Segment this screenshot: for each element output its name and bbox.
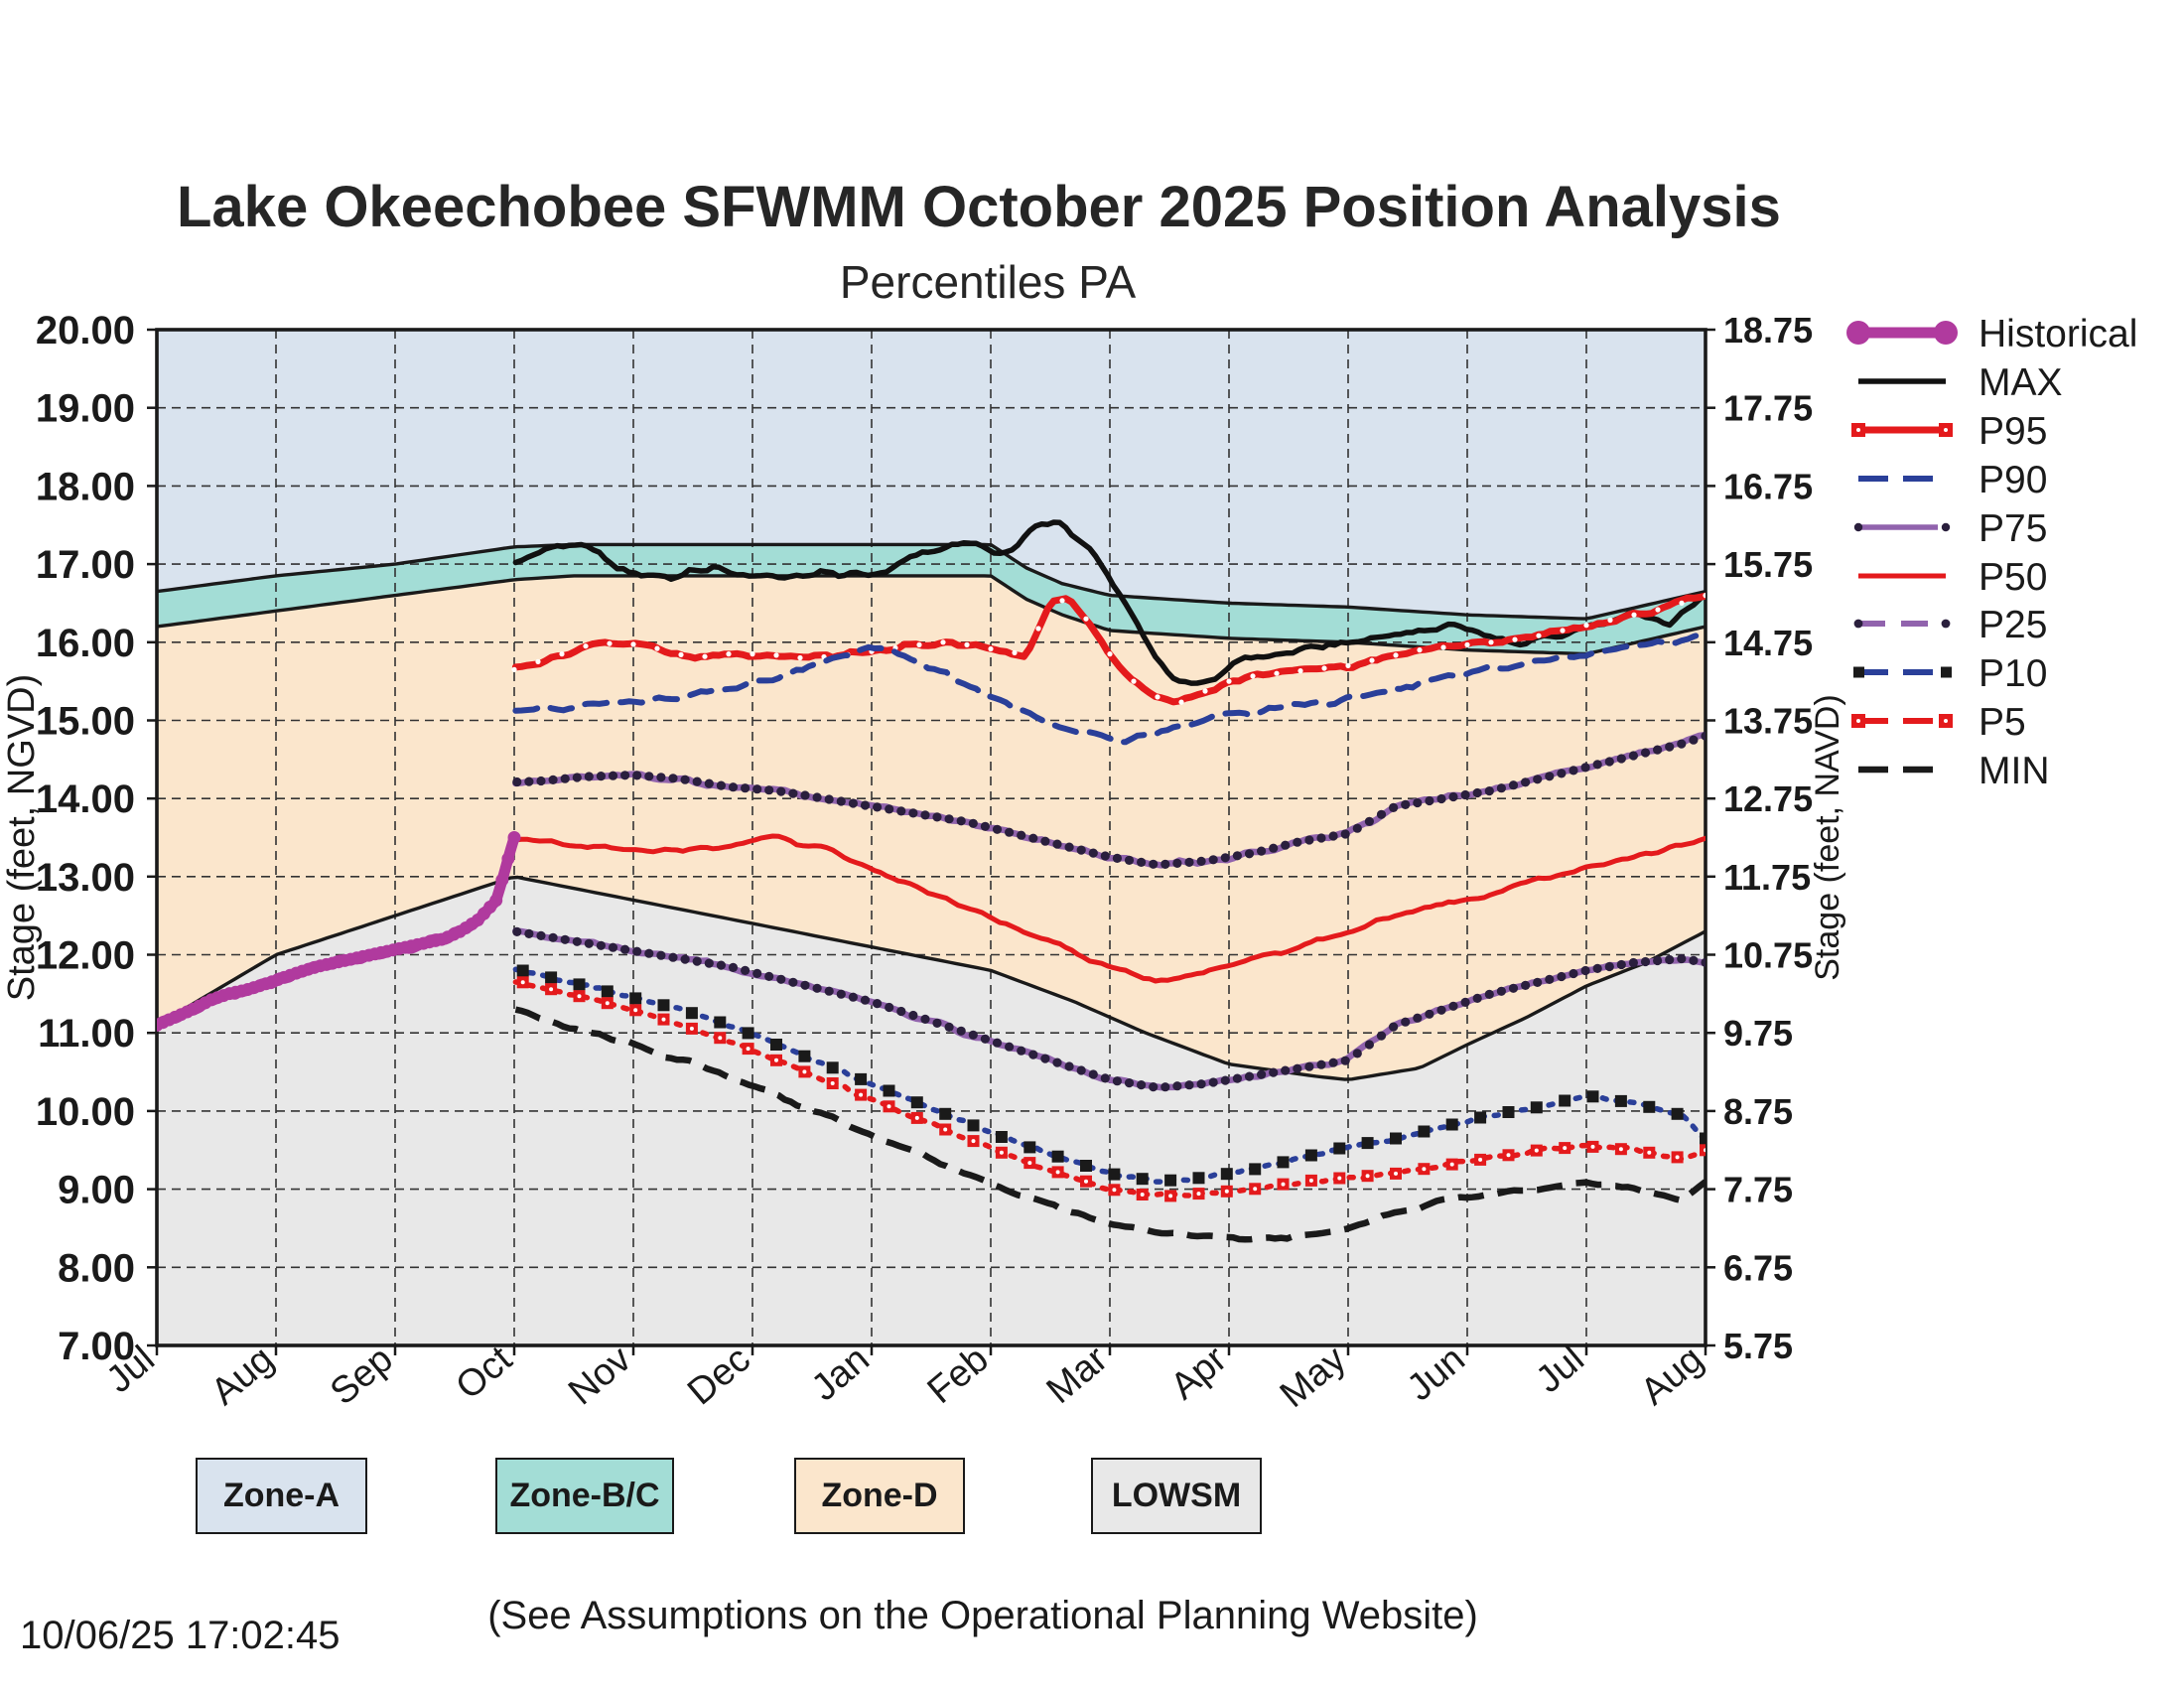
svg-text:Percentiles PA: Percentiles PA: [840, 256, 1137, 308]
svg-text:11.00: 11.00: [38, 1012, 135, 1056]
svg-text:13.00: 13.00: [36, 856, 135, 900]
svg-text:20.00: 20.00: [36, 309, 135, 353]
svg-text:10/06/25 17:02:45: 10/06/25 17:02:45: [20, 1614, 341, 1657]
svg-text:Lake Okeechobee SFWMM October: Lake Okeechobee SFWMM October 2025 Posit…: [177, 175, 1781, 239]
svg-text:Aug: Aug: [204, 1339, 282, 1414]
svg-text:P25: P25: [1979, 604, 2047, 646]
svg-text:16.00: 16.00: [36, 622, 135, 665]
svg-text:10.00: 10.00: [36, 1090, 135, 1134]
svg-text:17.75: 17.75: [1723, 388, 1813, 429]
svg-text:10.75: 10.75: [1723, 935, 1813, 976]
svg-text:Apr: Apr: [1162, 1339, 1235, 1408]
svg-text:MIN: MIN: [1979, 750, 2050, 792]
svg-text:6.75: 6.75: [1723, 1247, 1793, 1288]
svg-text:P95: P95: [1979, 410, 2047, 453]
svg-text:Aug: Aug: [1633, 1339, 1711, 1414]
svg-text:Historical: Historical: [1979, 313, 2137, 355]
svg-text:9.75: 9.75: [1723, 1013, 1793, 1054]
svg-text:Jun: Jun: [1400, 1339, 1473, 1410]
svg-text:9.00: 9.00: [58, 1169, 135, 1212]
svg-text:P90: P90: [1979, 459, 2047, 501]
svg-text:Oct: Oct: [448, 1338, 520, 1407]
svg-text:14.00: 14.00: [36, 777, 135, 821]
svg-text:May: May: [1273, 1339, 1354, 1416]
svg-text:P5: P5: [1979, 701, 2026, 744]
svg-text:19.00: 19.00: [36, 387, 135, 431]
svg-text:P75: P75: [1979, 507, 2047, 550]
svg-text:8.75: 8.75: [1723, 1091, 1793, 1132]
svg-text:Dec: Dec: [680, 1339, 758, 1414]
svg-text:Stage (feet, NAVD): Stage (feet, NAVD): [1809, 694, 1846, 981]
svg-text:Sep: Sep: [323, 1339, 401, 1414]
svg-text:Feb: Feb: [920, 1339, 997, 1412]
svg-text:Mar: Mar: [1039, 1339, 1116, 1412]
svg-text:12.00: 12.00: [36, 934, 135, 978]
svg-text:7.75: 7.75: [1723, 1170, 1793, 1210]
svg-text:P50: P50: [1979, 556, 2047, 599]
svg-text:Nov: Nov: [561, 1339, 639, 1414]
svg-text:P10: P10: [1979, 652, 2047, 695]
svg-text:(See Assumptions on the Operat: (See Assumptions on the Operational Plan…: [487, 1594, 1478, 1637]
svg-text:MAX: MAX: [1979, 361, 2063, 404]
svg-text:18.00: 18.00: [36, 465, 135, 508]
svg-text:Jan: Jan: [804, 1339, 878, 1410]
svg-text:11.75: 11.75: [1723, 857, 1811, 898]
svg-text:14.75: 14.75: [1723, 623, 1813, 663]
svg-text:Jul: Jul: [1529, 1339, 1592, 1401]
svg-text:8.00: 8.00: [58, 1246, 135, 1290]
svg-text:Stage (feet, NGVD): Stage (feet, NGVD): [1, 674, 43, 1001]
svg-text:18.75: 18.75: [1723, 310, 1813, 351]
svg-text:5.75: 5.75: [1723, 1326, 1793, 1366]
svg-text:15.00: 15.00: [36, 700, 135, 744]
svg-text:15.75: 15.75: [1723, 544, 1813, 585]
svg-text:12.75: 12.75: [1723, 778, 1813, 819]
svg-text:17.00: 17.00: [36, 543, 135, 587]
svg-text:13.75: 13.75: [1723, 701, 1813, 742]
svg-text:16.75: 16.75: [1723, 466, 1813, 506]
